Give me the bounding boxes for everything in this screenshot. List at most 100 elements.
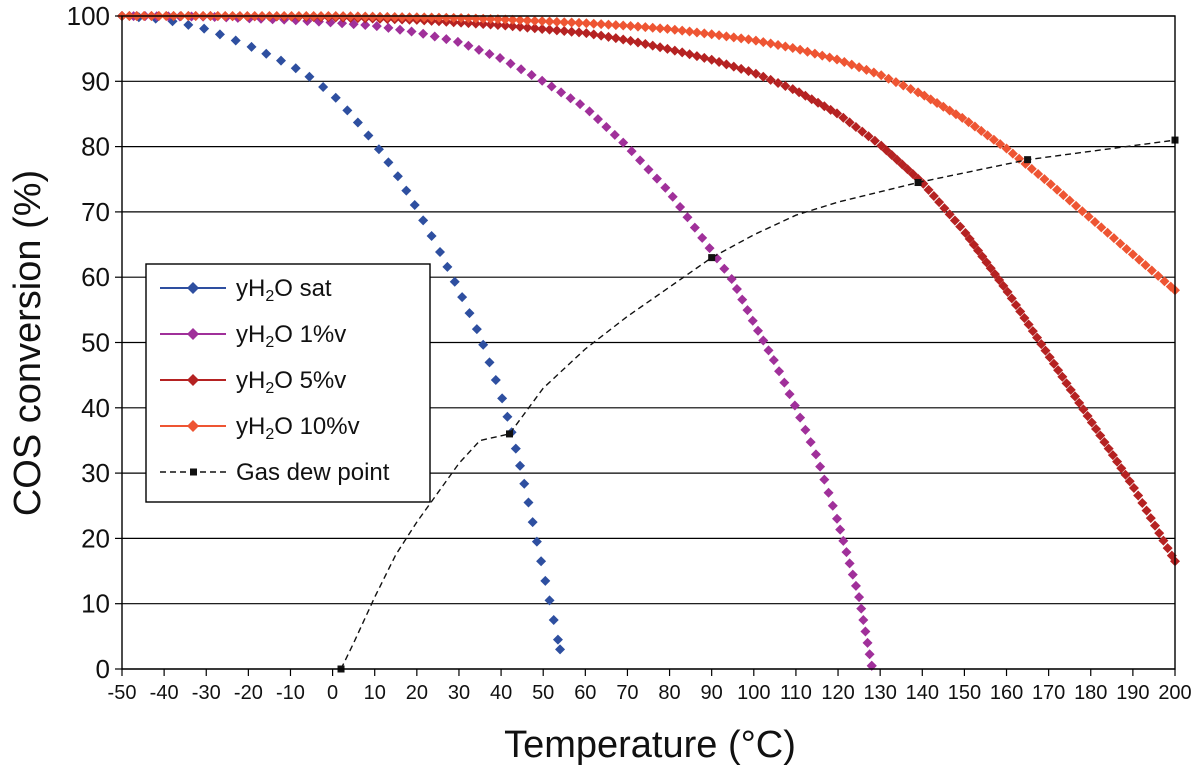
data-point	[815, 461, 826, 472]
x-tick-label: -30	[192, 682, 221, 704]
data-point	[949, 215, 960, 226]
data-point	[526, 70, 537, 81]
data-point	[691, 51, 702, 62]
data-point	[632, 21, 643, 32]
data-point	[625, 35, 636, 46]
data-point	[214, 29, 225, 40]
data-point	[566, 26, 577, 37]
x-tick-label: -20	[234, 682, 263, 704]
data-point	[548, 615, 559, 626]
data-point	[640, 39, 651, 50]
x-tick-label: 90	[701, 682, 723, 704]
x-tick-label: 0	[327, 682, 338, 704]
data-point	[1019, 313, 1030, 324]
data-point	[944, 209, 955, 220]
x-axis-title: Temperature (°C)	[504, 724, 796, 766]
data-point	[1162, 543, 1173, 554]
data-point	[787, 43, 798, 54]
data-point	[765, 38, 776, 49]
data-point	[860, 626, 871, 637]
data-point	[850, 580, 861, 591]
data-point	[371, 21, 382, 32]
data-point	[850, 121, 861, 132]
data-point	[374, 11, 385, 22]
data-point	[544, 24, 555, 35]
data-point	[230, 35, 241, 46]
x-tick-label: 130	[863, 682, 896, 704]
legend-marker	[187, 374, 199, 386]
data-point	[643, 164, 654, 175]
series-yh2o-1-v	[117, 11, 877, 671]
data-point	[519, 478, 530, 489]
data-point	[1141, 505, 1152, 516]
data-point	[552, 634, 563, 645]
data-point	[406, 26, 417, 37]
data-point	[1006, 293, 1017, 304]
data-point	[389, 11, 400, 22]
data-point	[743, 34, 754, 45]
data-point	[546, 81, 557, 92]
legend-label-part: yH	[236, 275, 265, 302]
data-point	[404, 12, 415, 23]
data-point	[544, 595, 555, 606]
data-point	[985, 263, 996, 274]
data-point	[810, 449, 821, 460]
data-point	[795, 412, 806, 423]
data-point	[768, 355, 779, 366]
data-point	[1107, 450, 1118, 461]
data-point	[584, 106, 595, 117]
data-point	[858, 615, 869, 626]
data-point	[556, 87, 567, 98]
data-point	[610, 33, 621, 44]
y-tick-label: 80	[81, 132, 110, 162]
data-point	[667, 191, 678, 202]
series-yh2o-10-v	[117, 11, 1180, 296]
data-point	[588, 18, 599, 29]
data-point	[784, 389, 795, 400]
data-point	[1121, 243, 1132, 254]
data-point	[1154, 528, 1165, 539]
data-point	[383, 157, 394, 168]
data-point	[1002, 286, 1013, 297]
data-point	[383, 22, 394, 33]
series-layer	[117, 11, 1180, 673]
data-point	[938, 101, 949, 112]
data-point	[409, 200, 420, 211]
data-point	[651, 173, 662, 184]
x-tick-label: 160	[990, 682, 1023, 704]
data-point	[544, 16, 555, 27]
x-tick-label: 50	[532, 682, 554, 704]
legend-label-subscript: 2	[265, 380, 274, 397]
data-point	[706, 29, 717, 40]
data-point	[923, 184, 934, 195]
data-point	[497, 393, 508, 404]
data-point	[394, 24, 405, 35]
x-tick-label: 40	[490, 682, 512, 704]
data-point	[419, 12, 430, 23]
data-point	[977, 251, 988, 262]
y-axis-title: COS conversion (%)	[7, 170, 49, 516]
data-point	[1089, 217, 1100, 228]
data-point	[660, 182, 671, 193]
data-point	[246, 41, 257, 52]
x-tick-label: 70	[616, 682, 638, 704]
data-point	[1069, 391, 1080, 402]
data-point	[1099, 437, 1110, 448]
data-point	[592, 114, 603, 125]
data-point	[373, 144, 384, 155]
x-tick-label: 80	[658, 682, 680, 704]
data-point	[647, 22, 658, 33]
legend-label-part: yH	[236, 321, 265, 348]
data-point	[411, 12, 422, 23]
legend-label-subscript: 2	[265, 288, 274, 305]
data-point	[950, 109, 961, 120]
y-tick-label: 30	[81, 458, 110, 488]
x-tick-label: 110	[780, 682, 812, 704]
data-point	[1027, 326, 1038, 337]
data-point	[827, 500, 838, 511]
data-point	[1057, 371, 1068, 382]
data-point	[506, 430, 514, 438]
data-point	[1007, 148, 1018, 159]
data-point	[1091, 424, 1102, 435]
